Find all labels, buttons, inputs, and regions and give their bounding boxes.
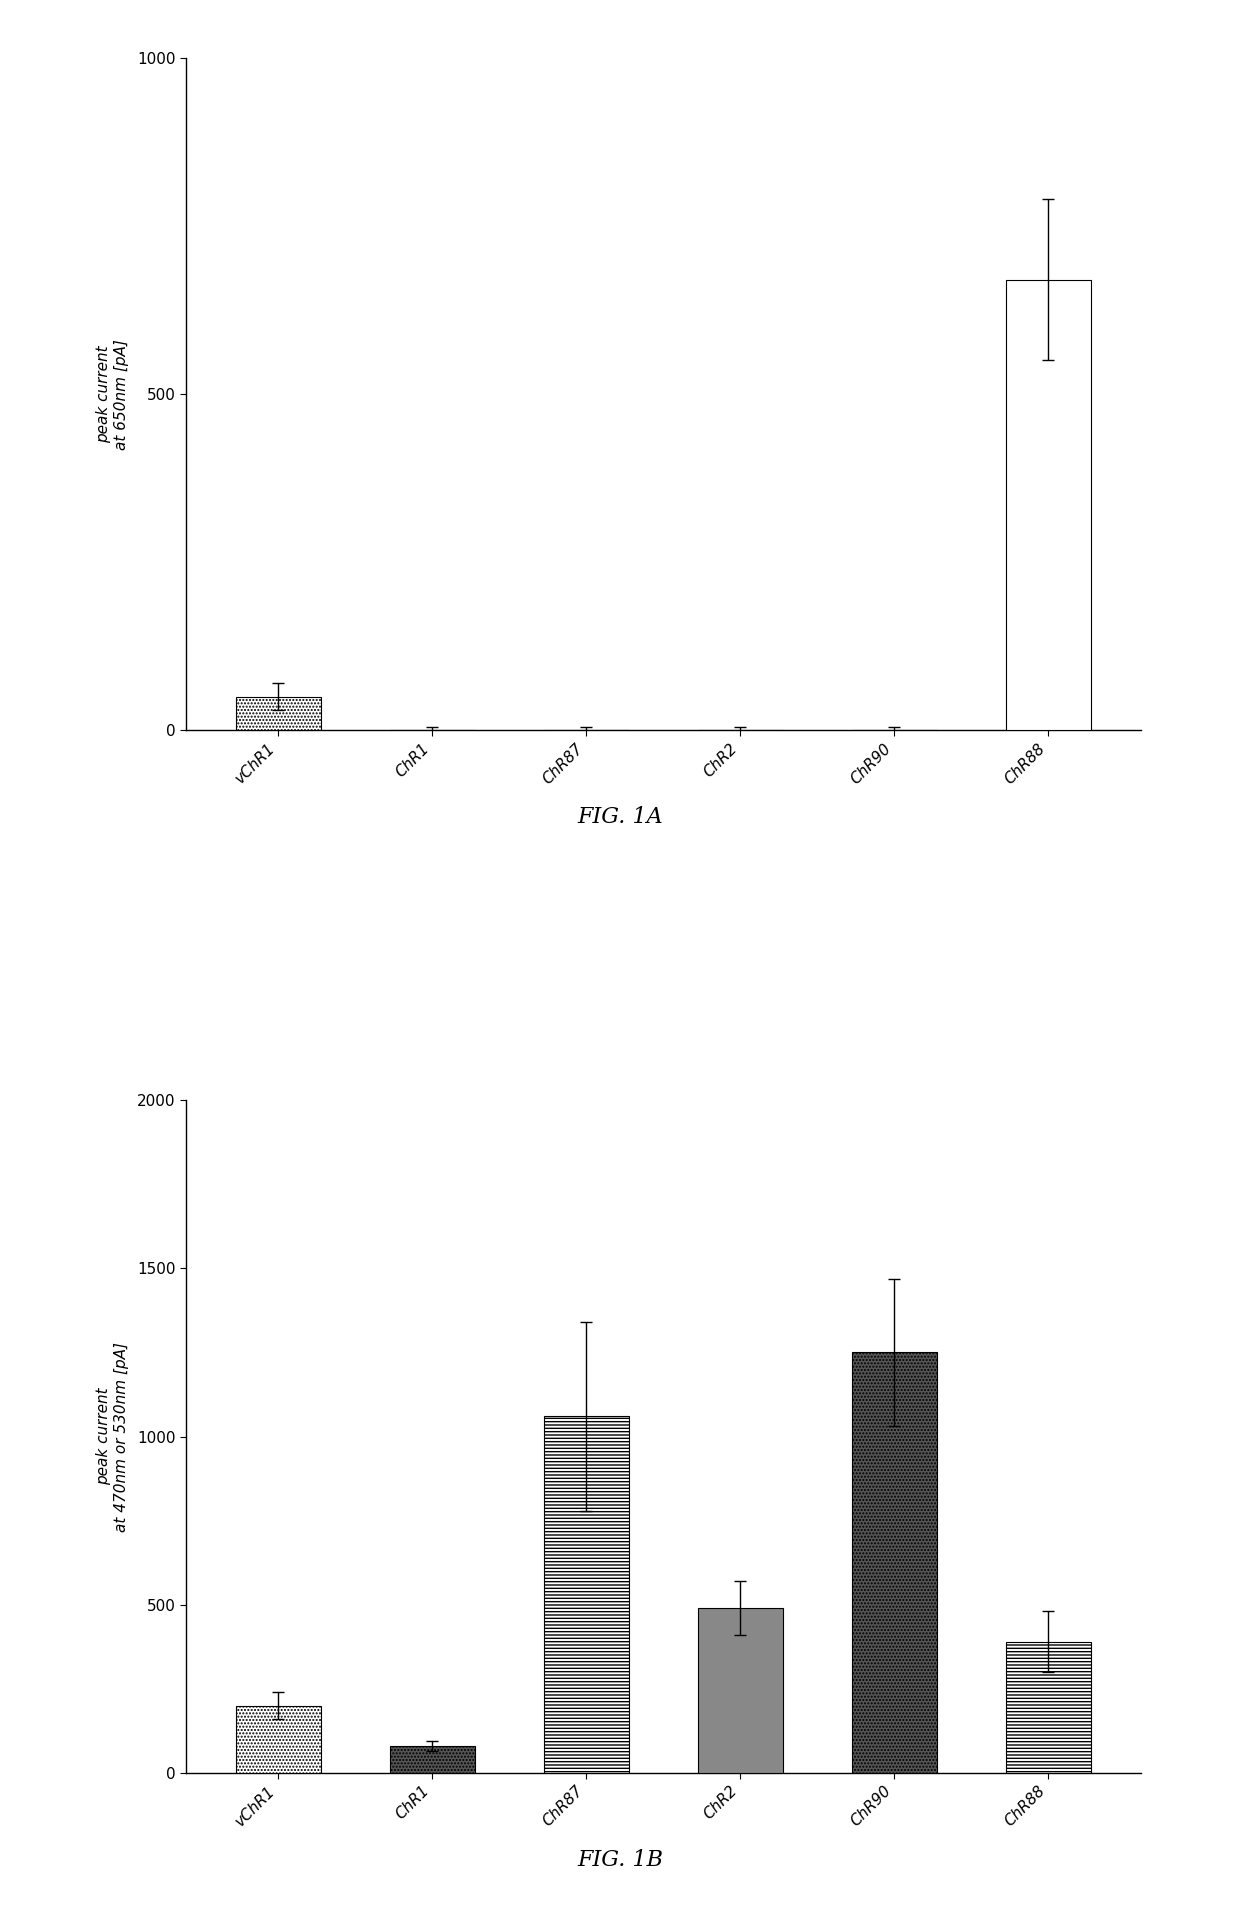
Bar [236,698,321,730]
Text: FIG. 1B: FIG. 1B [577,1848,663,1871]
Bar [391,1746,475,1773]
Y-axis label: peak current
at 650nm [pA]: peak current at 650nm [pA] [97,339,129,449]
Bar [236,1705,321,1773]
Bar [1006,1642,1091,1773]
Bar [698,1607,782,1773]
Text: FIG. 1A: FIG. 1A [577,805,663,829]
Bar [852,1353,936,1773]
Y-axis label: peak current
at 470nm or 530nm [pA]: peak current at 470nm or 530nm [pA] [97,1341,129,1532]
Bar [1006,279,1091,730]
Bar [544,1416,629,1773]
